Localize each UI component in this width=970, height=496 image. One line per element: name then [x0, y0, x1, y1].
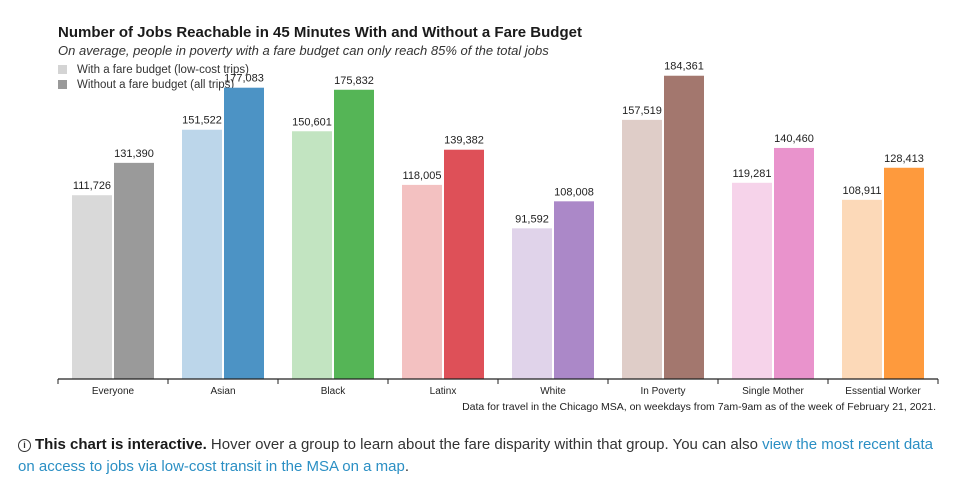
data-label-latinx-without-fare: 139,382 [444, 135, 484, 147]
bar-black-with-fare[interactable] [292, 131, 332, 379]
data-label-white-without-fare: 108,008 [554, 186, 594, 198]
legend-label-without-fare: Without a fare budget (all trips) [77, 78, 235, 91]
data-label-black-with-fare: 150,601 [292, 116, 332, 128]
data-label-everyone-without-fare: 131,390 [114, 148, 154, 160]
interactive-note-tail: . [404, 458, 410, 475]
legend-item-without-fare: Without a fare budget (all trips) [58, 77, 249, 92]
data-label-latinx-with-fare: 118,005 [403, 170, 442, 182]
bar-asian-with-fare[interactable] [182, 129, 222, 379]
bar-in-poverty-with-fare[interactable] [622, 119, 662, 379]
chart-legend: With a fare budget (low-cost trips) With… [58, 62, 249, 92]
x-tick-label-asian: Asian [210, 386, 235, 397]
data-label-in-poverty-with-fare: 157,519 [622, 105, 662, 117]
bar-white-without-fare[interactable] [554, 201, 594, 379]
data-label-everyone-with-fare: 111,726 [73, 180, 111, 192]
data-label-white-with-fare: 91,592 [515, 213, 549, 225]
legend-item-with-fare: With a fare budget (low-cost trips) [58, 62, 249, 77]
x-tick-label-black: Black [321, 386, 346, 397]
chart-subtitle: On average, people in poverty with a far… [58, 43, 549, 58]
data-label-asian-with-fare: 151,522 [182, 115, 222, 127]
bar-latinx-with-fare[interactable] [402, 184, 442, 379]
bar-white-with-fare[interactable] [512, 228, 552, 379]
bar-in-poverty-without-fare[interactable] [664, 75, 704, 379]
x-tick-label-white: White [540, 386, 566, 397]
legend-swatch-without-fare [58, 80, 67, 89]
interactive-note-text: Hover over a group to learn about the fa… [206, 436, 763, 453]
data-label-single-mother-without-fare: 140,460 [774, 133, 814, 145]
info-icon: i [18, 439, 31, 452]
bar-single-mother-with-fare[interactable] [732, 182, 772, 379]
chart-title: Number of Jobs Reachable in 45 Minutes W… [58, 24, 582, 41]
data-label-essential-worker-without-fare: 128,413 [884, 153, 924, 165]
data-label-in-poverty-without-fare: 184,361 [664, 61, 704, 73]
bar-chart[interactable]: 111,726 131,390 Everyone 151,522 177,083 Asia… [0, 0, 970, 400]
x-tick-label-single-mother: Single Mother [742, 386, 804, 397]
x-tick-label-latinx: Latinx [430, 386, 457, 397]
data-label-essential-worker-with-fare: 108,911 [843, 185, 882, 197]
bar-essential-worker-with-fare[interactable] [842, 199, 882, 379]
legend-label-with-fare: With a fare budget (low-cost trips) [77, 63, 249, 76]
interactive-note: i This chart is interactive. Hover over a… [18, 434, 948, 478]
x-tick-label-everyone: Everyone [92, 386, 135, 397]
map-link[interactable]: view the most recent data on access to j… [18, 436, 934, 475]
bar-everyone-with-fare[interactable] [72, 195, 112, 379]
legend-swatch-with-fare [58, 65, 67, 74]
chart-footnote: Data for travel in the Chicago MSA, on w… [462, 401, 936, 413]
x-tick-label-in-poverty: In Poverty [640, 386, 685, 397]
bar-everyone-without-fare[interactable] [114, 162, 154, 379]
data-label-black-without-fare: 175,832 [334, 75, 374, 87]
bar-latinx-without-fare[interactable] [444, 149, 484, 379]
interactive-note-lead: This chart is interactive. [35, 436, 207, 453]
bar-asian-without-fare[interactable] [224, 87, 264, 380]
data-label-single-mother-with-fare: 119,281 [733, 168, 772, 180]
bar-black-without-fare[interactable] [334, 89, 374, 380]
bar-essential-worker-without-fare[interactable] [884, 167, 924, 379]
data-label-asian-without-fare: 177,083 [224, 73, 264, 85]
x-tick-label-essential-worker: Essential Worker [845, 386, 921, 397]
bar-single-mother-without-fare[interactable] [774, 147, 814, 379]
